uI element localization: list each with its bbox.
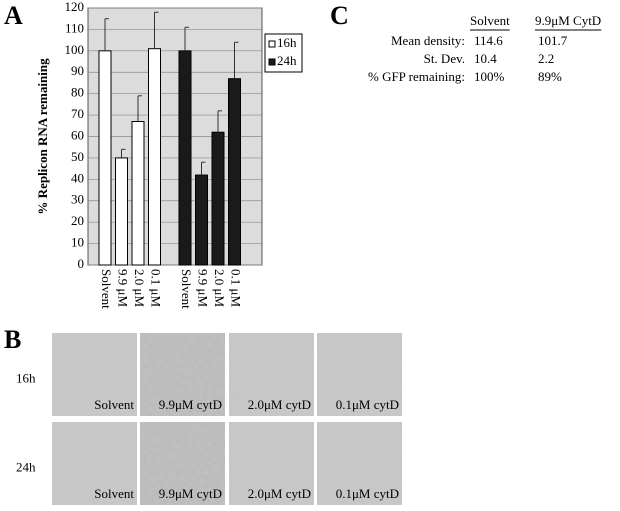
image-caption: Solvent bbox=[94, 397, 134, 412]
row-label: Mean density: bbox=[391, 33, 465, 48]
panel-label: A bbox=[4, 1, 23, 30]
error-bar bbox=[121, 148, 126, 158]
panel-label: B bbox=[4, 325, 21, 354]
legend-label: 16h bbox=[277, 35, 297, 50]
panel-label: C bbox=[330, 1, 349, 30]
row-label: St. Dev. bbox=[424, 51, 465, 66]
bar bbox=[98, 50, 112, 266]
x-tick-label: 2.0 μM bbox=[132, 269, 147, 307]
y-tick-label: 10 bbox=[71, 235, 84, 250]
x-tick-label: 0.1 μM bbox=[229, 269, 244, 307]
micrograph-texture bbox=[140, 422, 225, 505]
error-bar bbox=[137, 95, 142, 122]
image-caption: Solvent bbox=[94, 486, 134, 501]
image-caption: 9.9μM cytD bbox=[159, 397, 222, 412]
y-tick-label: 20 bbox=[71, 213, 84, 228]
y-tick-label: 60 bbox=[71, 127, 84, 142]
image-caption: 9.9μM cytD bbox=[159, 486, 222, 501]
image-caption: 2.0μM cytD bbox=[248, 397, 311, 412]
micrograph-texture bbox=[229, 422, 314, 505]
y-tick-label: 90 bbox=[71, 63, 84, 78]
bar bbox=[178, 50, 192, 266]
y-tick-label: 30 bbox=[71, 192, 84, 207]
x-tick-label: 9.9 μM bbox=[116, 269, 131, 307]
x-tick-label: 9.9 μM bbox=[196, 269, 211, 307]
legend-swatch bbox=[268, 40, 276, 48]
y-tick-label: 40 bbox=[71, 170, 84, 185]
error-bar bbox=[201, 161, 206, 176]
bar bbox=[131, 121, 145, 266]
table-cell: 100% bbox=[474, 69, 505, 84]
table-cell: 101.7 bbox=[538, 33, 568, 48]
table-header: 9.9μM CytD bbox=[535, 13, 601, 28]
table-cell: 10.4 bbox=[474, 51, 497, 66]
micrograph-texture bbox=[229, 333, 314, 416]
bar bbox=[228, 78, 241, 266]
legend-label: 24h bbox=[277, 53, 297, 68]
micrograph-texture bbox=[317, 422, 402, 505]
table-cell: 2.2 bbox=[538, 51, 554, 66]
micrograph-texture bbox=[140, 333, 225, 416]
error-bar bbox=[104, 18, 109, 51]
y-tick-label: 110 bbox=[65, 20, 84, 35]
x-tick-label: Solvent bbox=[99, 269, 114, 309]
row-label: 16h bbox=[16, 370, 36, 385]
table-cell: 89% bbox=[538, 69, 562, 84]
image-caption: 0.1μM cytD bbox=[336, 397, 399, 412]
error-bar bbox=[217, 110, 222, 133]
y-tick-label: 80 bbox=[71, 85, 84, 100]
image-caption: 2.0μM cytD bbox=[248, 486, 311, 501]
micrograph-texture bbox=[52, 422, 137, 505]
error-bar bbox=[154, 11, 159, 49]
micrograph-texture bbox=[317, 333, 402, 416]
row-label: % GFP remaining: bbox=[368, 69, 465, 84]
x-tick-label: 2.0 μM bbox=[212, 269, 227, 307]
legend-swatch bbox=[268, 58, 276, 66]
x-tick-label: 0.1 μM bbox=[149, 269, 164, 307]
table-header: Solvent bbox=[470, 13, 510, 28]
y-axis-label: % Replicon RNA remaining bbox=[35, 58, 50, 215]
image-caption: 0.1μM cytD bbox=[336, 486, 399, 501]
y-tick-label: 70 bbox=[71, 106, 84, 121]
table-cell: 114.6 bbox=[474, 33, 503, 48]
bar bbox=[148, 48, 161, 266]
y-tick-label: 50 bbox=[71, 149, 84, 164]
x-tick-label: Solvent bbox=[179, 269, 194, 309]
bar bbox=[211, 131, 225, 266]
bar bbox=[115, 157, 128, 266]
bar bbox=[195, 174, 208, 266]
micrograph-texture bbox=[52, 333, 137, 416]
y-tick-label: 100 bbox=[65, 42, 85, 57]
legend-box bbox=[264, 33, 303, 73]
error-bar bbox=[234, 41, 239, 79]
y-tick-label: 120 bbox=[65, 0, 85, 14]
error-bar bbox=[184, 26, 189, 51]
row-label: 24h bbox=[16, 459, 36, 474]
y-tick-label: 0 bbox=[78, 256, 85, 271]
